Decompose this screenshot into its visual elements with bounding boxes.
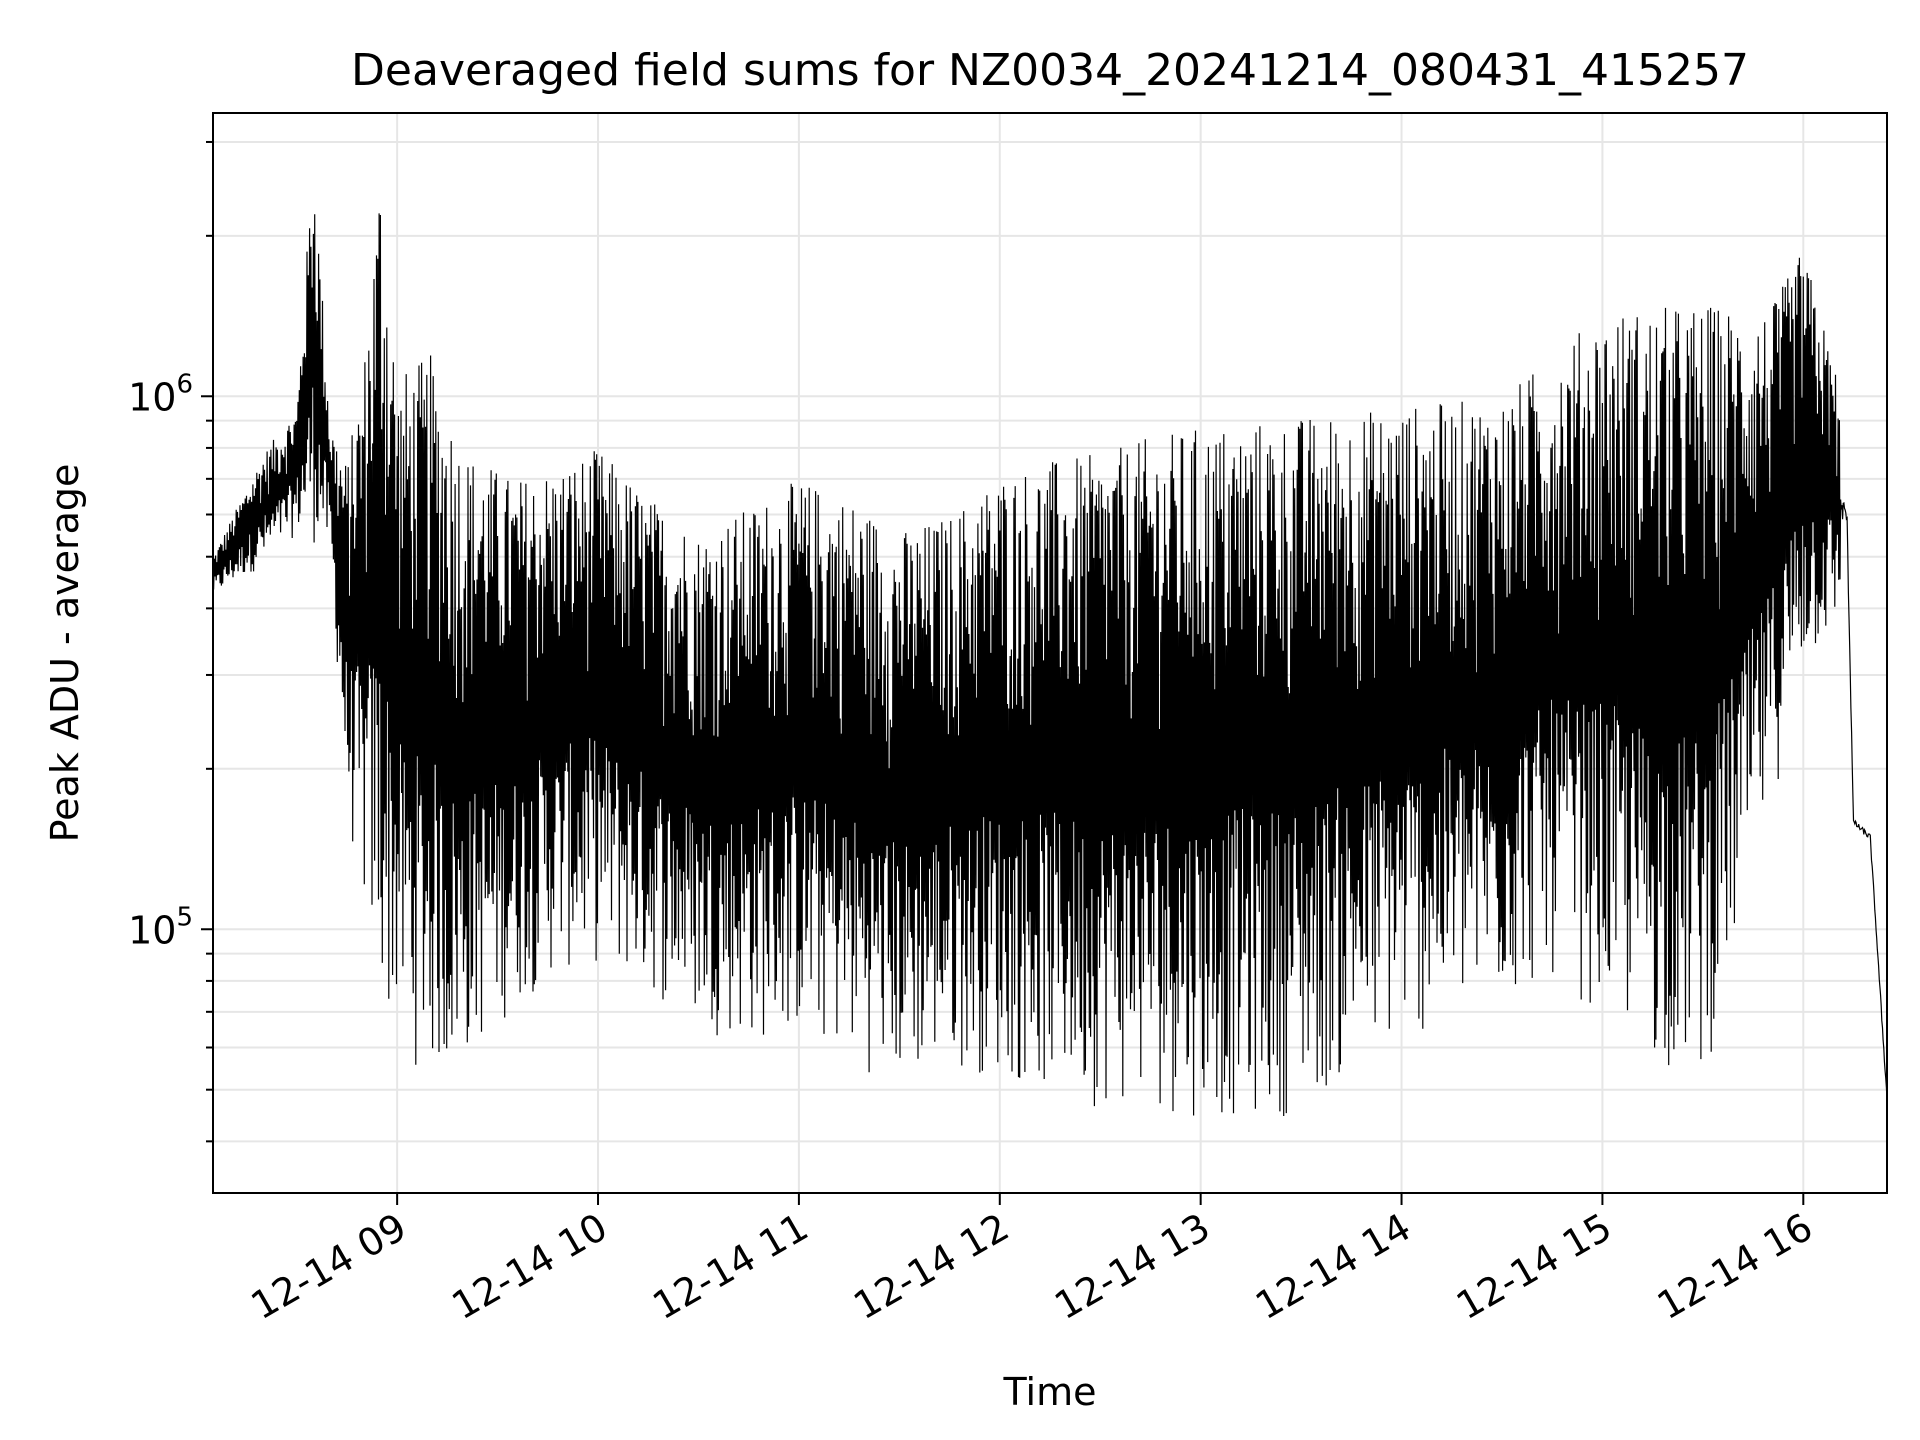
x-tick-label: 12-14 16 (1650, 1205, 1820, 1329)
x-axis-label: Time (1003, 1370, 1097, 1414)
y-tick-label: 105 (128, 902, 193, 952)
x-tick-label: 12-14 15 (1449, 1205, 1619, 1329)
plot-area-frame (212, 112, 1888, 1194)
y-tick-label: 106 (128, 369, 193, 419)
x-tick-label: 12-14 12 (846, 1205, 1016, 1329)
y-axis-label: Peak ADU - average (43, 464, 87, 843)
series-path (212, 213, 1888, 1117)
x-tick-label: 12-14 10 (445, 1205, 615, 1329)
x-tick-label: 12-14 14 (1248, 1205, 1418, 1329)
y-tick-exponent: 5 (176, 902, 193, 932)
series-line (212, 213, 1888, 1117)
x-tick-label: 12-14 11 (645, 1205, 815, 1329)
y-tick-exponent: 6 (176, 369, 193, 399)
y-tick-base: 10 (128, 375, 176, 419)
x-tick-label: 12-14 13 (1047, 1205, 1217, 1329)
chart-title: Deaveraged field sums for NZ0034_2024121… (351, 45, 1749, 96)
x-tick-label: 12-14 09 (244, 1205, 414, 1329)
y-tick-base: 10 (128, 908, 176, 952)
